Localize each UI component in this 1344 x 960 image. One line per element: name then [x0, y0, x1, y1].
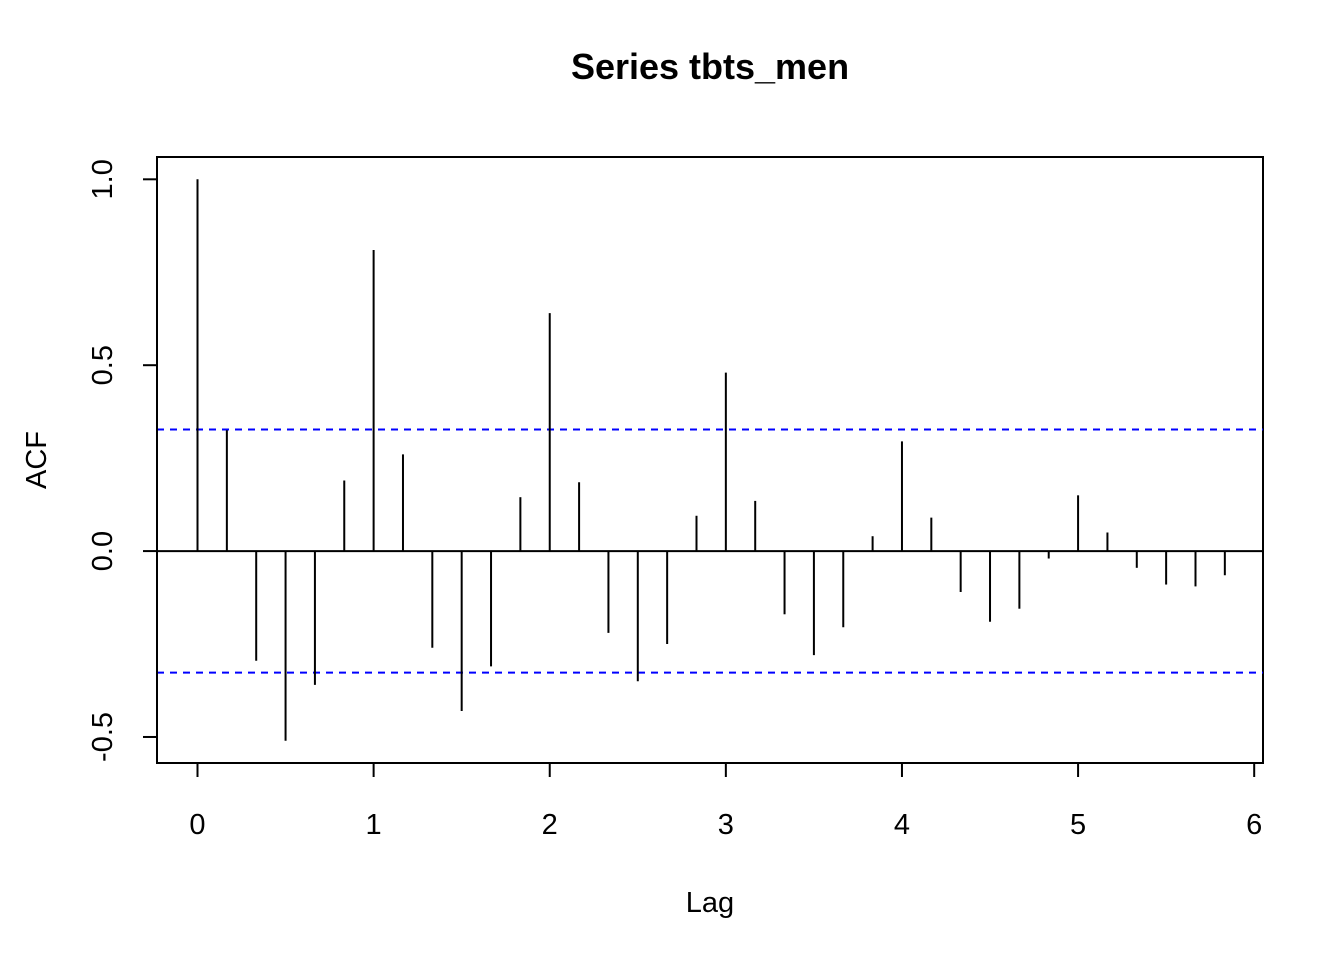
- x-tick-label: 4: [894, 809, 910, 841]
- y-tick-label: 0.0: [87, 531, 119, 571]
- plot-area: 0 1 2 3 4 5 6 -0.5 0.0 0.5 1.0: [87, 156, 1264, 841]
- x-tick-label: 6: [1246, 809, 1262, 841]
- y-tick-label: -0.5: [87, 712, 119, 762]
- x-tick-label: 1: [366, 809, 382, 841]
- x-tick-label: 2: [542, 809, 558, 841]
- chart-title: Series tbts_men: [571, 46, 849, 87]
- y-tick-label: 1.0: [87, 159, 119, 199]
- x-tick-label: 0: [189, 809, 205, 841]
- y-tick-label: 0.5: [87, 345, 119, 385]
- x-axis-label: Lag: [686, 887, 734, 919]
- x-tick-label: 3: [718, 809, 734, 841]
- x-tick-label: 5: [1070, 809, 1086, 841]
- y-axis-label: ACF: [21, 431, 53, 489]
